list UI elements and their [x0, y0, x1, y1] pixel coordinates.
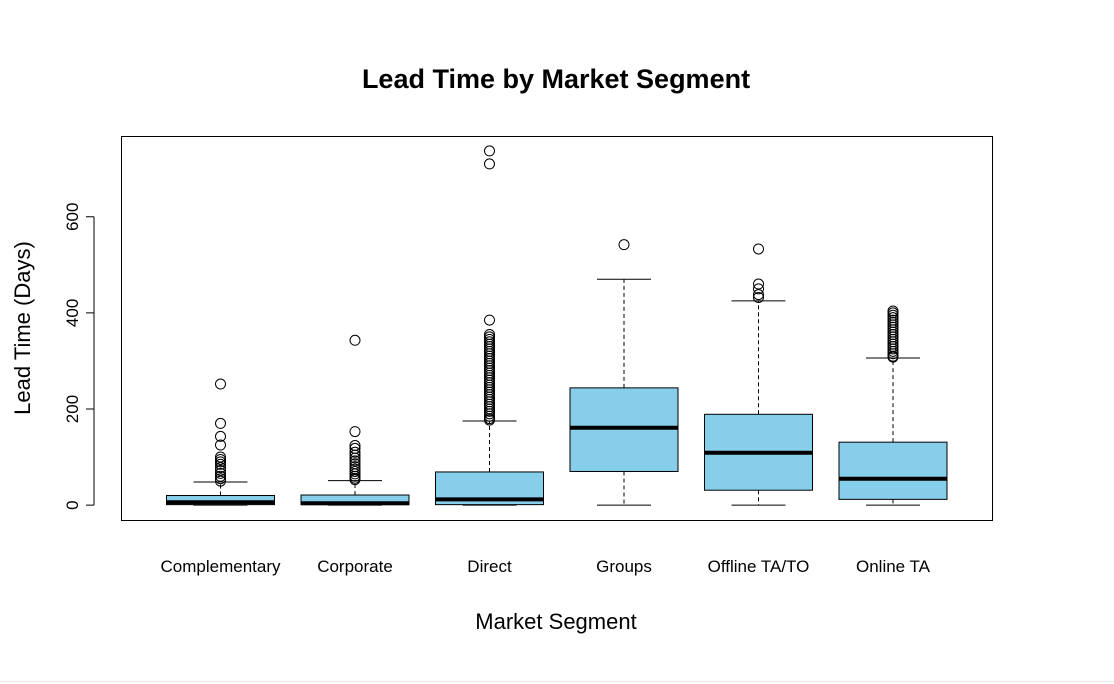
- outlier-complementary-2: [215, 430, 226, 442]
- outlier-corporate-15: [349, 474, 361, 486]
- outlier-corporate-12: [349, 468, 361, 480]
- y-tick-label-600: 600: [63, 203, 82, 231]
- outlier-direct-39: [484, 414, 495, 426]
- x-tick-label-direct: Direct: [467, 557, 512, 576]
- outlier-offline-ta-to-0: [753, 243, 764, 255]
- outlier-corporate-5: [349, 449, 361, 461]
- window-bottom-border: [0, 681, 1114, 682]
- outlier-complementary-12: [215, 473, 226, 485]
- outlier-corporate-10: [349, 463, 361, 475]
- outlier-complementary-4: [215, 451, 226, 463]
- outlier-offline-ta-to-4: [753, 292, 764, 304]
- box-corporate: [300, 334, 410, 506]
- outlier-corporate-0: [349, 334, 361, 346]
- x-tick-label-offline-ta-to: Offline TA/TO: [708, 557, 810, 576]
- x-tick-label-complementary: Complementary: [161, 557, 281, 576]
- outlier-corporate-1: [349, 426, 361, 438]
- box-direct: [435, 145, 544, 506]
- outlier-direct-2: [484, 314, 495, 326]
- x-axis-label: Market Segment: [475, 609, 636, 634]
- outlier-complementary-9: [215, 465, 226, 477]
- y-tick-label-400: 400: [63, 299, 82, 327]
- outlier-complementary-8: [215, 462, 226, 474]
- outlier-corporate-7: [349, 455, 361, 467]
- x-axis: Complementary Corporate Direct Groups Offlin…: [161, 557, 931, 576]
- plot-frame: [121, 136, 993, 521]
- outlier-complementary-7: [215, 458, 226, 470]
- iqr-box-complementary: [166, 495, 275, 506]
- outlier-complementary-3: [215, 439, 226, 451]
- y-axis-label: Lead Time (Days): [10, 241, 35, 415]
- y-tick-label-0: 0: [63, 500, 82, 509]
- outlier-direct-36: [484, 408, 495, 420]
- box-online-ta: [838, 305, 948, 506]
- box-offline-ta-to: [704, 243, 813, 506]
- y-axis: 0 200 400 600: [63, 203, 95, 510]
- outlier-corporate-6: [349, 452, 361, 464]
- outlier-complementary-5: [215, 453, 226, 465]
- outlier-offline-ta-to-1: [753, 278, 764, 290]
- outlier-online-ta-16: [887, 343, 899, 355]
- outlier-online-ta-17: [887, 345, 899, 357]
- box-complementary: [166, 378, 275, 506]
- x-tick-label-online-ta: Online TA: [856, 557, 931, 576]
- outlier-groups-0: [618, 239, 630, 251]
- outlier-direct-35: [484, 405, 495, 417]
- outlier-complementary-11: [215, 470, 226, 482]
- outlier-complementary-13: [215, 475, 226, 487]
- outlier-direct-0: [484, 145, 495, 157]
- outlier-offline-ta-to-3: [753, 289, 764, 301]
- outlier-complementary-6: [215, 456, 226, 468]
- outlier-offline-ta-to-2: [753, 283, 764, 295]
- outlier-online-ta-18: [887, 348, 899, 360]
- iqr-box-online-ta: [838, 441, 948, 500]
- x-tick-label-groups: Groups: [596, 557, 652, 576]
- x-tick-label-corporate: Corporate: [317, 557, 393, 576]
- outlier-complementary-0: [215, 378, 226, 390]
- outlier-online-ta-20: [887, 351, 899, 363]
- outlier-complementary-1: [215, 417, 226, 429]
- outlier-direct-37: [484, 410, 495, 422]
- outlier-direct-1: [484, 158, 495, 170]
- outlier-complementary-10: [215, 467, 226, 479]
- outlier-corporate-4: [349, 446, 361, 458]
- outlier-corporate-11: [349, 465, 361, 477]
- box-groups: [569, 239, 679, 506]
- boxes-layer: [166, 145, 948, 506]
- chart-title: Lead Time by Market Segment: [362, 64, 750, 94]
- y-tick-label-200: 200: [63, 395, 82, 423]
